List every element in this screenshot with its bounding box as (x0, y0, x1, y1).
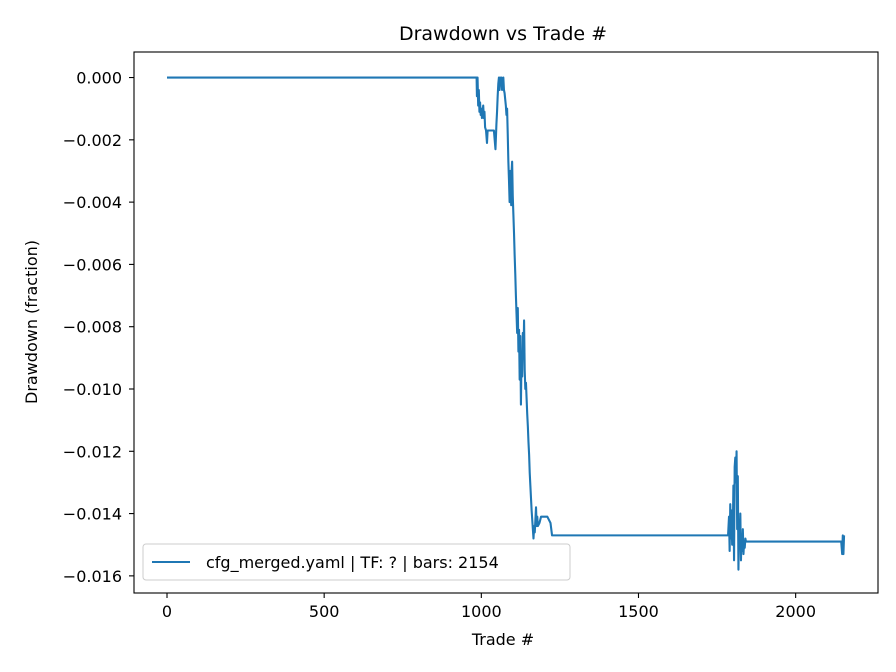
y-tick-label: −0.002 (63, 131, 122, 150)
x-tick-label: 1500 (618, 602, 659, 621)
axes: 0 500 1000 1500 2000 0.000 −0.002 −0.004 −0.006 −… (63, 51, 879, 621)
x-axis-title: Trade # (471, 630, 534, 649)
y-tick-label: 0.000 (76, 69, 122, 88)
series-line-0 (167, 76, 846, 571)
y-tick-label: −0.016 (63, 567, 122, 586)
y-tick-label: −0.008 (63, 318, 122, 337)
legend-box (142, 543, 571, 581)
plot-area (167, 76, 846, 571)
x-tick-label: 500 (309, 602, 340, 621)
y-tick-label: −0.012 (63, 442, 122, 461)
y-tick-label: −0.006 (63, 255, 122, 274)
y-tick-label: −0.010 (63, 380, 122, 399)
y-tick-label: −0.014 (63, 505, 122, 524)
x-tick-label: 0 (162, 602, 172, 621)
x-tick-label: 1000 (461, 602, 502, 621)
legend-label: cfg_merged.yaml | TF: ? | bars: 2154 (206, 553, 499, 573)
y-axis-title: Drawdown (fraction) (22, 240, 41, 404)
chart-title: Drawdown vs Trade # (399, 23, 607, 45)
x-tick-label: 2000 (775, 602, 816, 621)
axes-frame (133, 51, 879, 594)
y-tick-label: −0.004 (63, 193, 122, 212)
legend: cfg_merged.yaml | TF: ? | bars: 2154 (142, 543, 571, 581)
